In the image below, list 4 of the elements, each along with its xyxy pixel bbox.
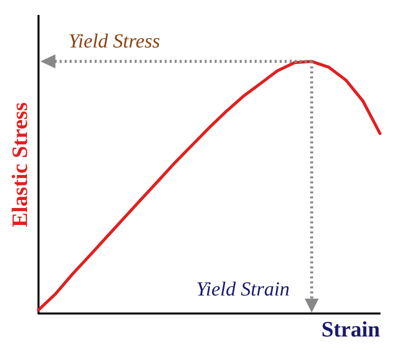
annotation: Yield Strain: [196, 278, 290, 301]
y-axis-title: Elastic Stress: [6, 102, 32, 228]
x-axis-title: Strain: [321, 316, 380, 342]
text: Yield Stress: [68, 30, 160, 52]
